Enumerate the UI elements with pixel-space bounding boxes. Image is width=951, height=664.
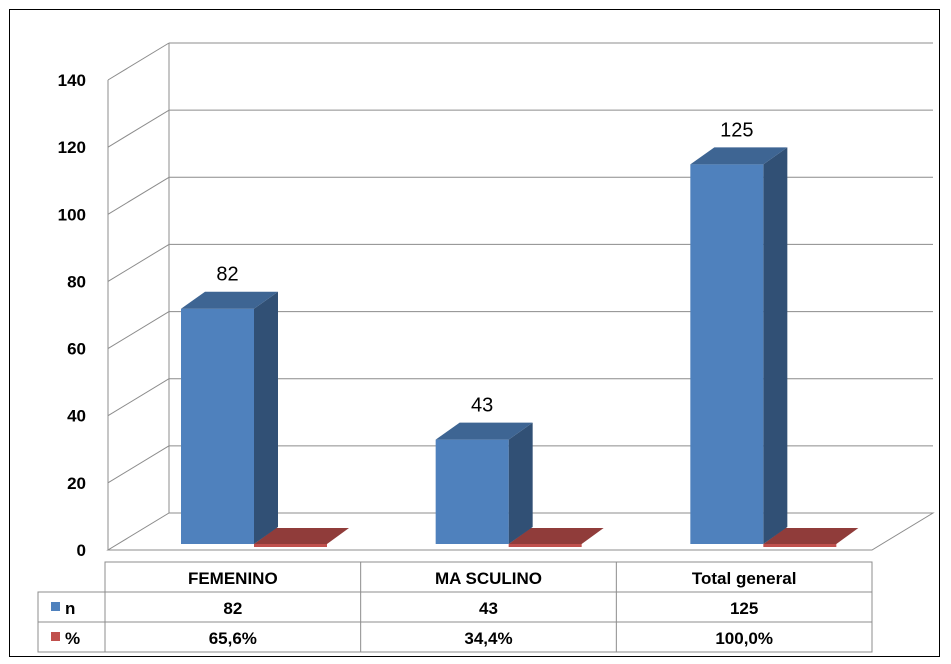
data-label: 125 (720, 119, 753, 141)
bar-pct-1 (508, 528, 604, 547)
legend-swatch (51, 632, 60, 641)
y-tick-label: 20 (67, 474, 86, 493)
bar-pct-front (763, 544, 837, 547)
y-tick-label: 100 (58, 205, 86, 224)
bar-side (763, 147, 788, 544)
bar-n-0 (181, 291, 278, 544)
gridline-side (107, 378, 170, 417)
bar-pct-top (254, 528, 349, 544)
bar-n-2 (690, 147, 788, 544)
gridline-side (107, 244, 170, 282)
y-tick-label: 0 (77, 541, 86, 560)
bar-pct-front (254, 544, 327, 547)
bar-pct-0 (254, 528, 349, 547)
x-tick-label: Total general (692, 569, 797, 588)
bar-top (435, 422, 533, 440)
y-tick-label: 40 (67, 407, 86, 426)
gridline-side (107, 445, 170, 484)
y-tick-label: 140 (58, 71, 86, 90)
gridlines (107, 42, 933, 484)
table-cell: 65,6% (209, 629, 257, 648)
bar-top (690, 147, 788, 165)
bar-pct-2 (763, 528, 859, 547)
bars (181, 147, 859, 547)
y-tick-label: 120 (58, 138, 86, 157)
data-labels: 82 43 125 (216, 119, 753, 416)
y-tick-label: 60 (67, 340, 86, 359)
gridline-side (107, 311, 170, 349)
table-cell: 43 (479, 599, 498, 618)
bar-side (254, 291, 278, 544)
data-label: 43 (471, 395, 493, 417)
bar-n-1 (435, 422, 533, 544)
table-cell: 82 (223, 599, 242, 618)
bar-pct-top (763, 528, 859, 544)
table-cell: 125 (730, 599, 758, 618)
bar-front (690, 164, 764, 544)
bar-pct-top (508, 528, 604, 544)
bar-pct-front (508, 544, 582, 547)
data-label: 82 (216, 264, 238, 286)
gridline-side (107, 176, 170, 215)
bar-front (181, 308, 254, 544)
bar-top (181, 291, 278, 309)
table-row (37, 621, 873, 653)
bar-side (508, 422, 533, 544)
table-cell: 100,0% (715, 629, 773, 648)
gridline-side (107, 109, 170, 148)
gridline-side (107, 42, 170, 81)
legend-label: % (65, 629, 80, 648)
table-cell: 34,4% (464, 629, 512, 648)
data-table: FEMENINO MA SCULINO Total general n 82 43 125%… (37, 561, 873, 653)
y-axis: 0 20 40 60 80 100 120 140 (58, 71, 86, 560)
legend-swatch (51, 602, 60, 611)
y-tick-label: 80 (67, 272, 86, 291)
x-tick-label: FEMENINO (188, 569, 278, 588)
bar-front (435, 439, 509, 544)
x-tick-label: MA SCULINO (435, 569, 542, 588)
legend-label: n (65, 599, 75, 618)
